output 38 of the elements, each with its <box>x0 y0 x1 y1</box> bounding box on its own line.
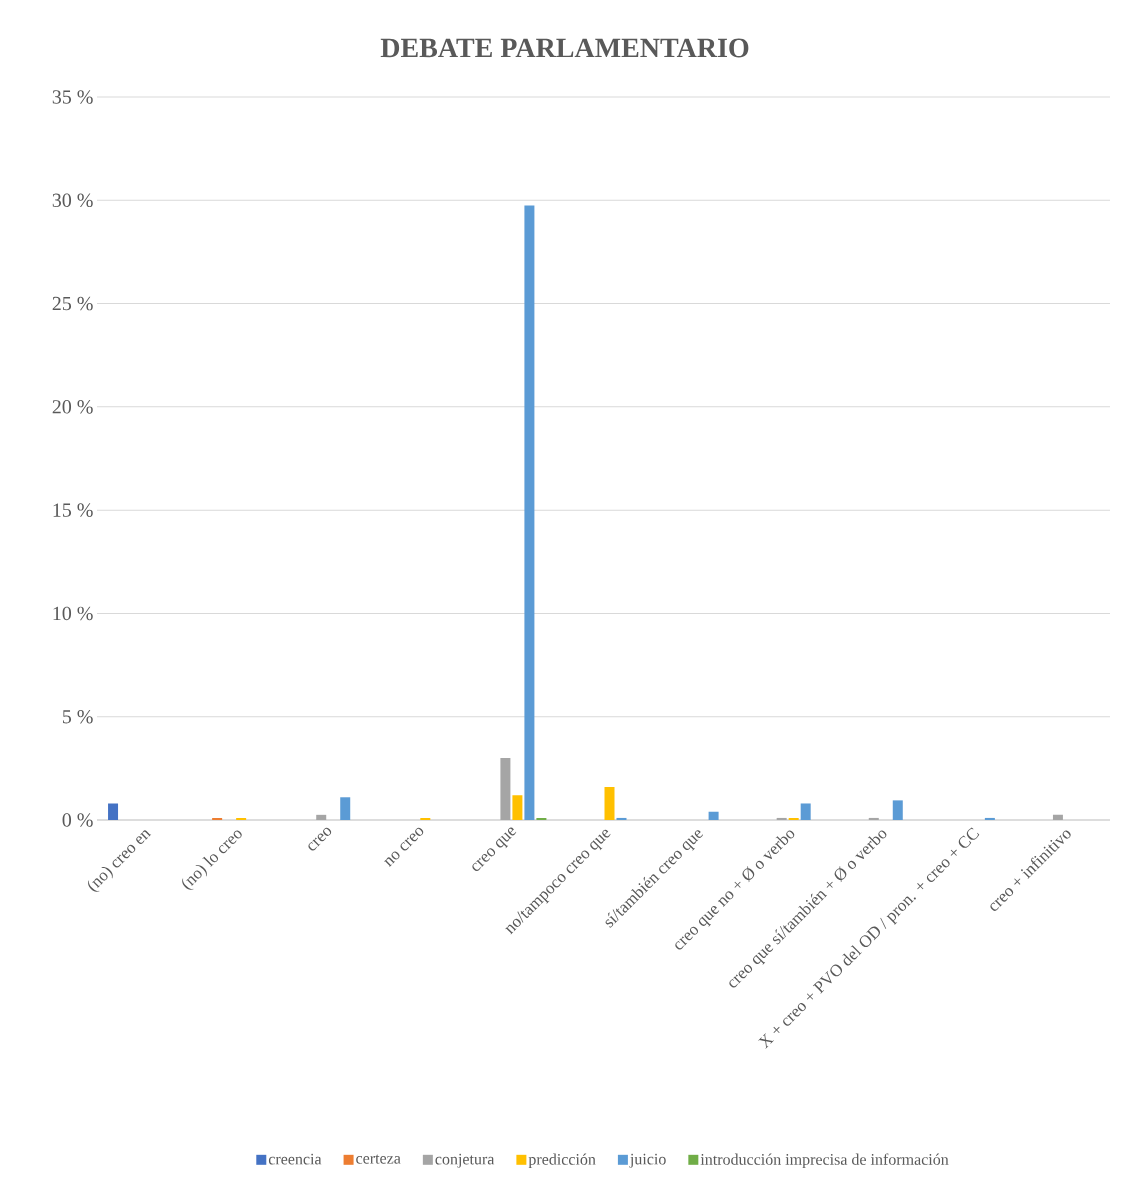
chart-title: DEBATE PARLAMENTARIO <box>380 38 749 58</box>
y-tick-label: 10 % <box>53 606 93 621</box>
bar <box>868 817 879 820</box>
legend-label: conjetura <box>435 1153 495 1168</box>
bar <box>212 817 223 820</box>
legend-label: creencia <box>268 1153 322 1165</box>
x-tick-label: creo <box>308 827 332 851</box>
bar <box>708 811 719 820</box>
bar <box>800 803 811 820</box>
legend-label: predicción <box>528 1153 596 1169</box>
bar <box>524 205 535 820</box>
bar <box>512 795 523 820</box>
x-tick-label: (no) creo en <box>88 830 152 892</box>
bar <box>236 817 247 820</box>
legend-label: introducción imprecisa de información <box>700 1153 949 1169</box>
y-tick-label: 5 % <box>62 709 93 724</box>
bar <box>788 817 799 820</box>
x-tick-label: (no) lo creo <box>182 830 242 890</box>
x-tick-label: creo que <box>472 827 517 872</box>
y-tick-label: 20 % <box>52 400 93 414</box>
y-tick-label: 35 % <box>52 90 93 104</box>
bar <box>776 817 787 820</box>
bar <box>420 817 431 820</box>
y-tick-label: 15 % <box>53 503 93 517</box>
bar <box>892 800 903 820</box>
legend-label: juicio <box>629 1153 666 1168</box>
y-tick-label: 0 % <box>62 813 93 827</box>
legend-label: certeza <box>356 1154 401 1164</box>
bar <box>108 803 119 820</box>
bar <box>500 758 511 820</box>
bar <box>984 817 995 820</box>
y-tick-label: 25 % <box>52 296 93 311</box>
y-tick-label: 30 % <box>52 193 93 208</box>
bar <box>316 814 327 820</box>
x-tick-label: no creo <box>384 827 424 868</box>
bar <box>340 797 351 820</box>
bar <box>536 817 547 820</box>
bar <box>604 786 615 820</box>
